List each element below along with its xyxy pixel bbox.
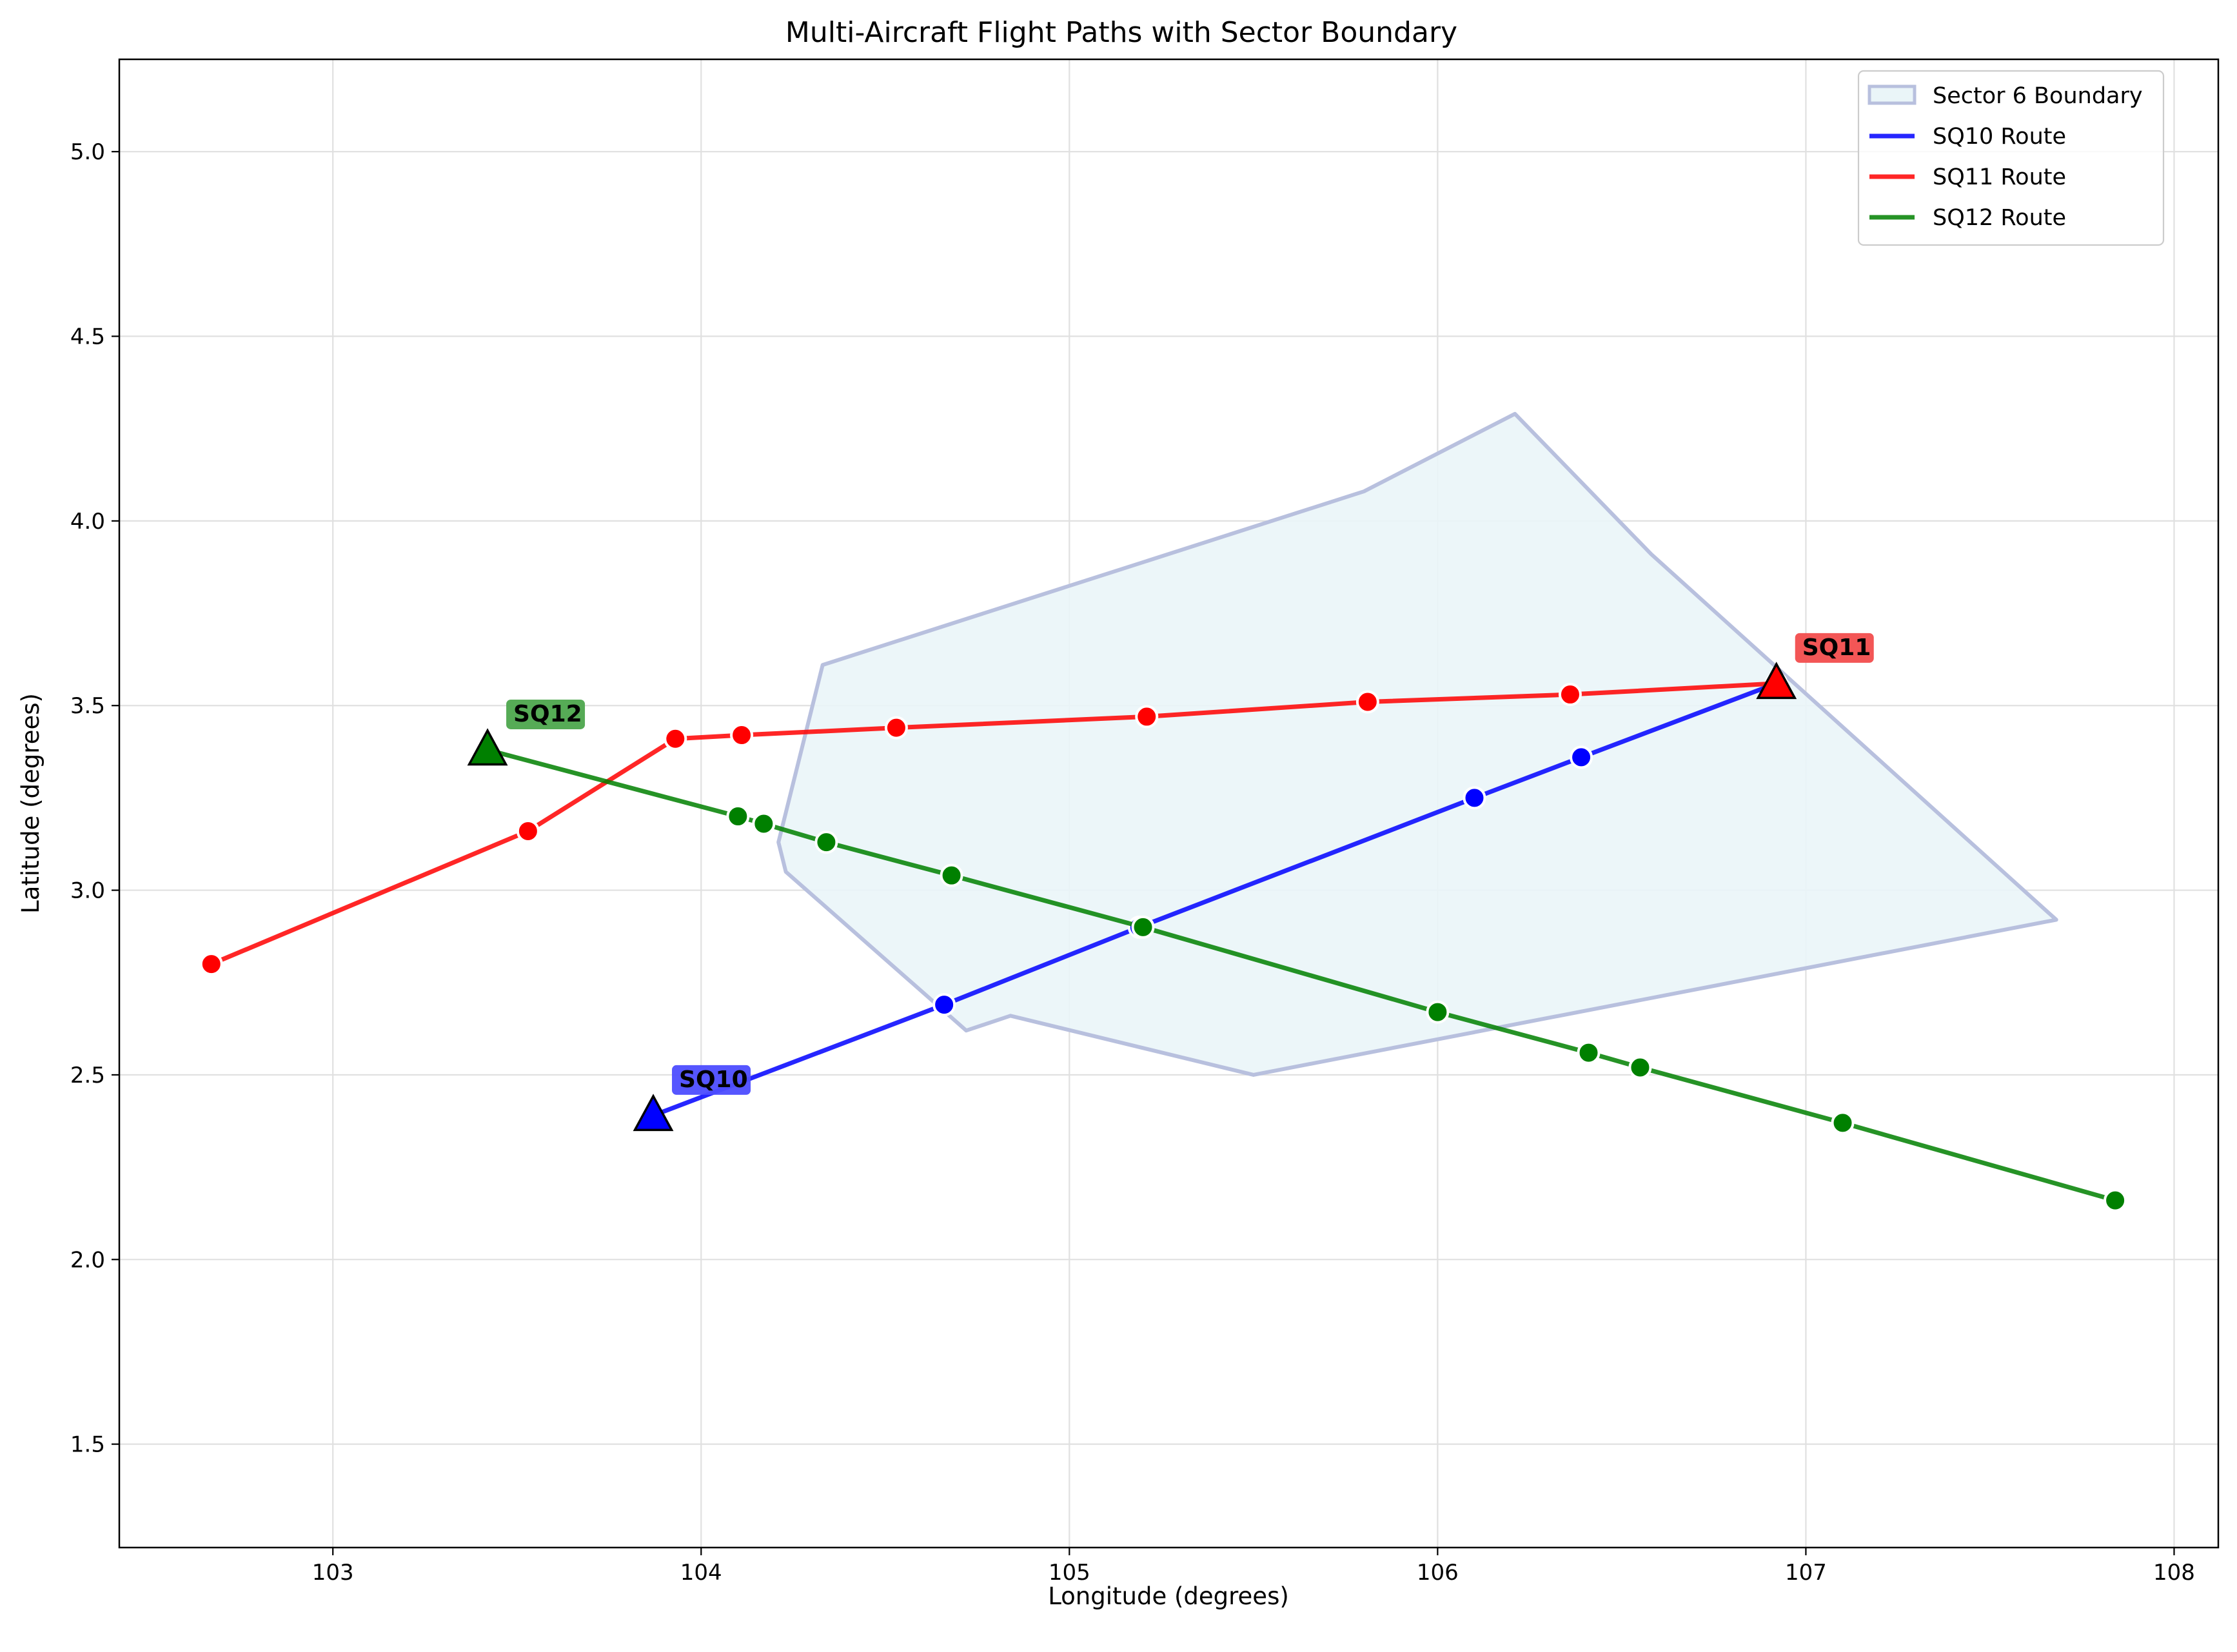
sq12-label-text: SQ12 [513,701,582,727]
sq12-waypoint [1831,1111,1855,1135]
axis-ticks: 103 104 105 106 107 108 1.5 2.0 2.5 3.0 3.5 4.0 4.5 5… [70,139,2195,1586]
aircraft-labels-layer: SQ10 SQ11 SQ12 [506,633,1874,1095]
sq11-waypoint [516,819,540,843]
sector-layer [776,411,2058,1077]
x-tick-label: 104 [680,1560,722,1586]
sq10-route-line [651,681,1779,1118]
sector-boundary-polygon [776,411,2058,1077]
start-marker-layer [467,662,1797,1132]
sq11-waypoint [1135,705,1159,729]
sq12-waypoint [752,812,776,836]
x-tick-label: 105 [1049,1560,1090,1586]
x-tick-label: 103 [312,1560,354,1586]
sq10-waypoint [932,993,956,1017]
legend: Sector 6 Boundary SQ10 Route SQ11 Route SQ1… [1857,70,2165,246]
sq11-label-text: SQ11 [1802,634,1871,661]
legend-sq11-label: SQ11 Route [1933,164,2066,190]
sq11-waypoint [884,716,908,740]
sq12-aircraft-label: SQ12 [506,699,586,729]
sq12-start-marker [467,728,508,766]
sq12-waypoint [726,805,750,829]
y-tick-label: 1.5 [70,1432,105,1458]
chart-title: Multi-Aircraft Flight Paths with Sector … [785,16,1457,49]
y-tick-label: 5.0 [70,139,105,165]
y-tick-label: 3.0 [70,878,105,904]
sq10-waypoint [1463,786,1486,810]
y-tick-label: 4.0 [70,509,105,535]
sq12-waypoint [814,831,838,854]
legend-sector-swatch [1867,84,1917,105]
y-tick-label: 4.5 [70,324,105,350]
x-tick-label: 106 [1417,1560,1459,1586]
legend-sq12-label: SQ12 Route [1933,205,2066,231]
legend-frame [1857,70,2165,246]
sq11-waypoint [1558,683,1582,707]
sq11-start-marker [1756,662,1797,700]
sq10-label-text: SQ10 [679,1067,748,1093]
sq12-waypoint [1426,1000,1450,1024]
sq12-waypoint [1577,1041,1601,1065]
sq12-waypoint [2104,1188,2127,1212]
plot-area-frame [118,58,2220,1549]
sq11-aircraft-label: SQ11 [1795,633,1874,663]
sq10-waypoint [1570,745,1593,769]
sq12-waypoint [940,863,963,887]
sq10-aircraft-label: SQ10 [672,1065,751,1095]
legend-sector-label: Sector 6 Boundary [1933,83,2143,109]
sq12-waypoint [1628,1056,1652,1079]
x-axis-title: Longitude (degrees) [1048,1582,1289,1610]
x-tick-label: 107 [1785,1560,1827,1586]
sq11-waypoint [664,727,687,751]
y-tick-label: 2.5 [70,1063,105,1088]
sq11-waypoint [730,723,754,747]
x-tick-label: 108 [2153,1560,2195,1586]
sq12-label-background [506,699,586,729]
y-tick-label: 3.5 [70,693,105,719]
sq11-waypoint [1355,690,1379,714]
y-tick-label: 2.0 [70,1247,105,1273]
y-axis-title: Latitude (degrees) [17,693,44,914]
sq10-label-background [672,1065,751,1095]
sq11-waypoint [199,952,223,976]
legend-sq10-label: SQ10 Route [1933,124,2066,150]
sq12-waypoint [1131,915,1155,939]
series-layer [199,671,2127,1212]
sq10-start-marker [633,1094,674,1132]
sq11-label-background [1795,633,1874,663]
